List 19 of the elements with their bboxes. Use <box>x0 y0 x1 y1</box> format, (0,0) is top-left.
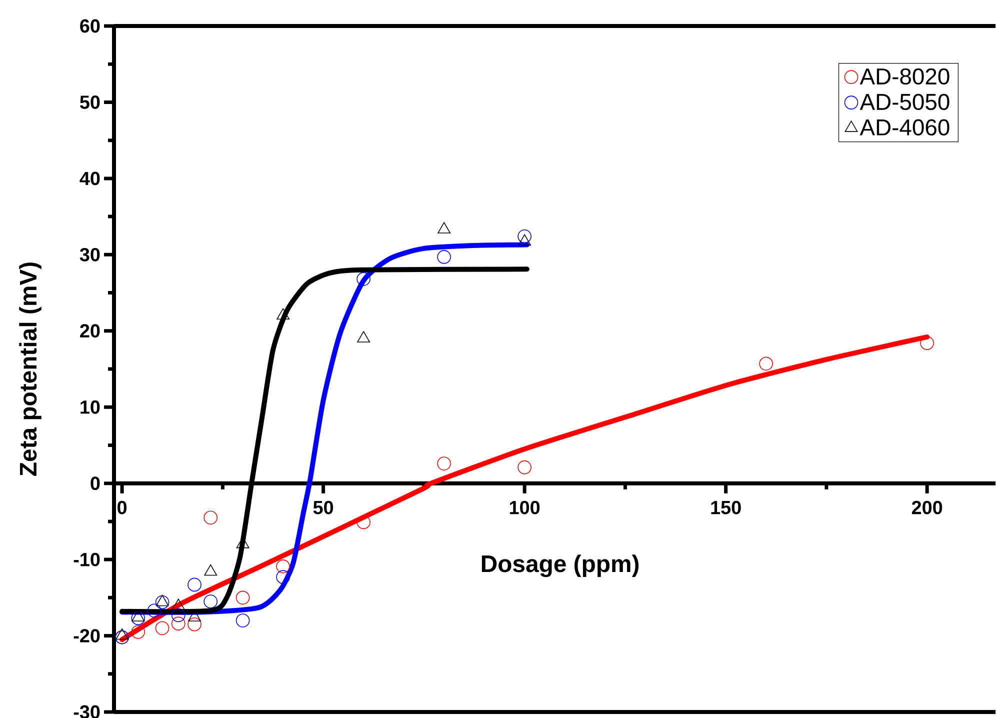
legend-label: AD-4060 <box>860 119 950 136</box>
x-tick-label: 50 <box>313 500 334 514</box>
y-axis-title: Zeta potential (mV) <box>19 262 42 476</box>
y-tick-label: -10 <box>74 552 100 566</box>
x-tick-label: 0 <box>118 500 127 514</box>
x-tick-label: 150 <box>711 500 741 514</box>
y-tick-label: -20 <box>74 629 100 642</box>
legend-label: AD-5050 <box>860 94 950 110</box>
x-tick-label: 200 <box>912 500 942 514</box>
y-tick-label: 0 <box>90 476 100 490</box>
y-tick-label: 20 <box>80 324 100 338</box>
y-tick-label: 40 <box>80 172 100 186</box>
y-tick-label: 30 <box>80 248 100 262</box>
y-tick-label: 50 <box>80 96 100 109</box>
x-axis-title: Dosage (ppm) <box>482 554 639 578</box>
y-tick-label: 60 <box>80 19 100 33</box>
y-tick-label: 10 <box>80 400 100 414</box>
x-tick-label: 100 <box>510 500 540 514</box>
legend-label: AD-8020 <box>860 68 950 85</box>
